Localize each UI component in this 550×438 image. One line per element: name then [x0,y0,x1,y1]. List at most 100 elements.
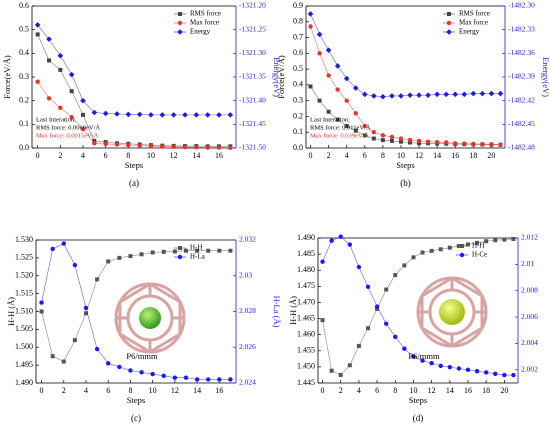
data-point [92,141,97,146]
y2-tick-label: -1321.25 [239,24,266,33]
data-point [106,361,111,366]
data-point [475,240,480,245]
x-tick-label: 6 [104,151,108,160]
y-tick-label: 1.500 [15,342,33,351]
legend-marker [460,244,464,248]
data-point [338,234,343,239]
legend-marker [446,29,452,35]
data-point [161,373,166,379]
data-point [171,144,176,150]
y2-tick-label: 2.004 [521,338,538,347]
data-point [194,377,200,382]
x-tick-label: 12 [170,151,178,160]
data-point [511,372,516,378]
data-point [195,248,200,253]
legend-marker [177,29,183,35]
data-point [39,300,44,305]
legend-marker [178,12,182,16]
y2-tick-label: 2.012 [521,233,538,242]
data-point [35,79,40,84]
data-point [205,145,210,150]
data-point [72,338,77,343]
data-point [335,117,340,122]
data-point [106,259,111,264]
legend-label: H-La [190,253,206,261]
y2-tick-label: 2.026 [239,342,256,351]
data-point [91,109,98,116]
data-point [398,139,403,144]
data-point [493,238,498,243]
y2-axis-label: Energy(eV) [272,57,282,97]
data-point [420,250,425,255]
x-axis-label: Steps [409,395,427,405]
data-point [139,252,144,257]
data-point [184,248,188,253]
data-point [46,36,52,42]
data-point [83,305,89,311]
data-point [216,145,222,150]
data-point [438,363,443,369]
y-tick-label: 1.490 [15,378,33,387]
data-point [462,141,467,146]
data-point [356,343,361,348]
data-point [227,112,234,118]
x-tick-label: 18 [482,386,490,395]
data-point [182,144,188,150]
data-point [61,359,66,364]
legend-marker [177,20,183,26]
data-point [326,109,331,114]
y-tick-label: 0.6 [293,48,303,57]
data-point [320,318,325,323]
data-point [444,140,449,145]
data-point [429,248,434,253]
legend-label: H-Ce [472,251,487,259]
y-tick-label: 1.445 [297,378,315,387]
x-tick-label: 8 [126,151,130,160]
data-point [343,75,350,82]
data-point [148,112,154,118]
x-tick-label: 4 [84,386,88,395]
data-point [148,143,154,149]
legend-label: Energy [459,28,480,36]
legend-label: Max force [459,19,488,27]
data-point [228,248,233,253]
y-tick-label: 0.4 [293,80,303,89]
x-tick-label: 4 [81,151,85,160]
data-point [465,367,471,373]
caption: (d) [413,413,424,423]
data-point [206,377,211,382]
data-point [380,133,386,138]
y2-tick-label: -1321.50 [239,143,266,152]
data-point [456,366,462,371]
data-point [425,92,431,98]
data-point [488,90,495,97]
y-axis-label: Force(eV/Å) [2,55,12,99]
y2-tick-label: -1482.48 [508,143,535,152]
x-tick-label: 6 [375,386,379,395]
data-point [389,134,395,140]
data-point [320,259,325,264]
x-tick-label: 8 [393,386,397,395]
y-tick-label: 1.505 [15,324,33,333]
data-point [371,136,376,141]
x-tick-label: 0 [40,386,44,395]
series-line [37,24,231,116]
data-point [80,126,86,132]
annotation: RMS force: 0.0069eV/Å [36,123,100,131]
y-tick-label: 1.460 [297,329,315,338]
y2-axis-label: Energy(eV) [541,57,550,97]
x-tick-label: 8 [128,386,132,395]
y2-tick-label: -1482.36 [508,48,535,57]
y-tick-label: 1.520 [15,271,33,280]
x-tick-label: 20 [487,151,495,160]
legend-label: H-H [190,244,202,252]
data-point [420,358,425,363]
data-point [411,255,416,260]
y-tick-label: 0.6 [19,1,29,10]
y-tick-label: 0.7 [293,32,303,41]
data-point [170,112,177,118]
data-point [398,136,404,141]
data-point [493,371,498,376]
y-tick-label: 1.465 [297,313,315,322]
data-point [69,115,74,120]
